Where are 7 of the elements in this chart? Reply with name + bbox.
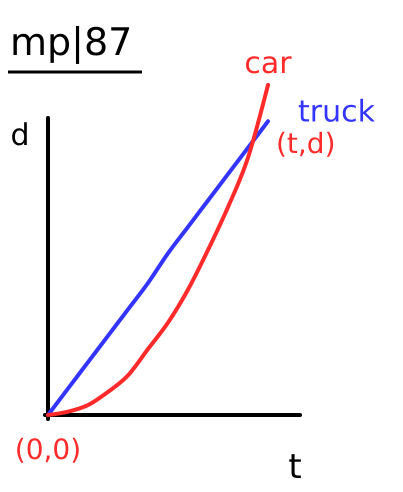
annotation: (t,d) [276,127,336,160]
chart-title: mp|87 [10,20,132,64]
series-label: car [244,46,292,81]
text: (0,0) [14,433,82,466]
y-axis-title: d [10,118,30,153]
series-label: truck [298,94,376,130]
x-axis-title: t [288,447,302,487]
